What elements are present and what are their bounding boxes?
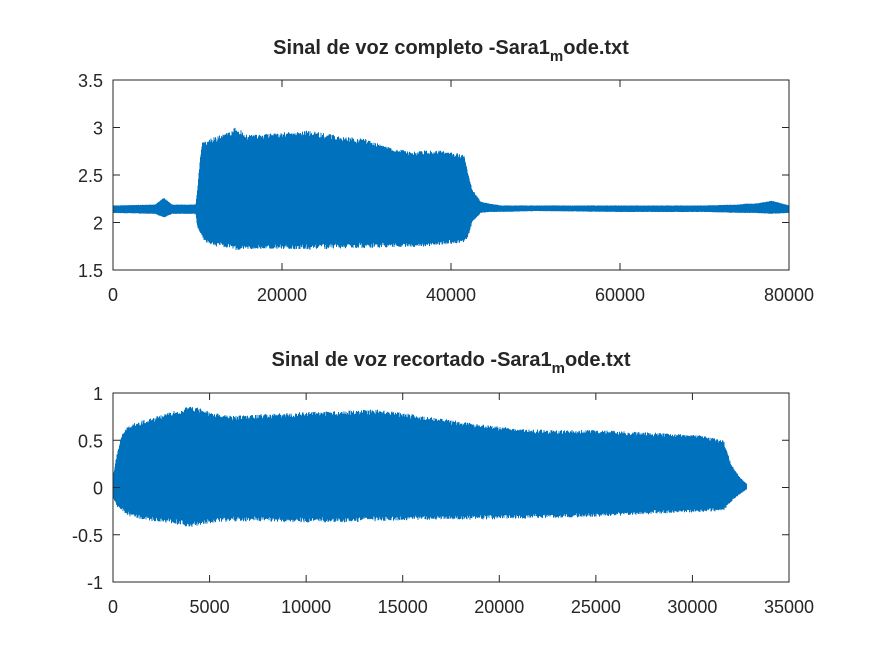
x-tick-label: 20000 [474, 597, 524, 617]
x-tick-label: 30000 [667, 597, 717, 617]
y-tick-label: 1.5 [78, 261, 103, 281]
chart-panel-trimmed-signal: Sinal de voz recortado -Sara1mode.txt 0 … [72, 349, 814, 617]
y-tick-label: -1 [87, 573, 103, 593]
y-tick-label: -0.5 [72, 526, 103, 546]
tick-marks [112, 392, 790, 583]
chart-title-subscript: m [552, 360, 565, 377]
chart-title: Sinal de voz completo -Sara1mode.txt [273, 37, 629, 65]
x-tick-label: 40000 [426, 285, 476, 305]
y-tick-label: 0 [93, 479, 103, 499]
y-tick-label: 2.5 [78, 166, 103, 186]
x-tick-label: 20000 [257, 285, 307, 305]
y-tick-label: 3 [93, 119, 103, 139]
chart-panel-complete-signal: Sinal de voz completo -Sara1mode.txt 0 2… [78, 37, 814, 305]
x-tick-label: 0 [108, 597, 118, 617]
y-tick-label: 3.5 [78, 71, 103, 91]
chart-title-tail: ode.txt [563, 37, 629, 59]
y-tick-label: 1 [93, 384, 103, 404]
y-tick-labels: -1 -0.5 0 0.5 1 [72, 384, 103, 593]
x-tick-label: 60000 [595, 285, 645, 305]
chart-title-main: Sinal de voz completo -Sara1 [273, 37, 550, 59]
y-tick-labels: 1.5 2 2.5 3 3.5 [78, 71, 103, 281]
x-tick-label: 5000 [190, 597, 230, 617]
chart-title-tail: ode.txt [565, 349, 631, 371]
y-tick-label: 0.5 [78, 431, 103, 451]
chart-title-subscript: m [550, 48, 563, 65]
x-tick-label: 35000 [764, 597, 814, 617]
x-tick-labels: 0 5000 10000 15000 20000 25000 30000 350… [108, 597, 814, 617]
tick-marks [112, 79, 790, 271]
x-tick-label: 15000 [378, 597, 428, 617]
x-tick-labels: 0 20000 40000 60000 80000 [108, 285, 814, 305]
x-tick-label: 25000 [571, 597, 621, 617]
x-tick-label: 80000 [764, 285, 814, 305]
chart-title: Sinal de voz recortado -Sara1mode.txt [271, 349, 630, 377]
x-tick-label: 0 [108, 285, 118, 305]
x-tick-label: 10000 [281, 597, 331, 617]
y-tick-label: 2 [93, 214, 103, 234]
chart-title-main: Sinal de voz recortado -Sara1 [271, 349, 551, 371]
